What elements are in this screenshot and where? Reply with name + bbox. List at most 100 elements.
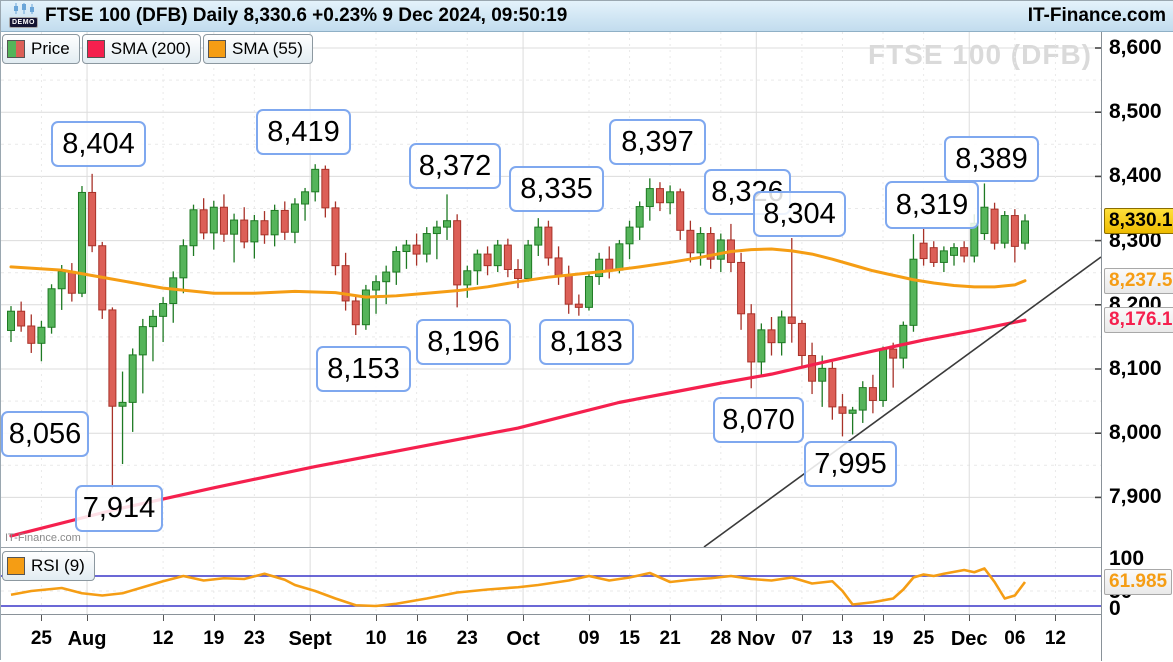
price-callout[interactable]: 8,419 (256, 109, 351, 155)
candle-body (199, 209, 208, 234)
candle-body (990, 208, 999, 244)
rsi-line (10, 567, 1027, 608)
legend-rsi-label: RSI (9) (31, 556, 85, 575)
candle-body (443, 220, 452, 228)
price-callout[interactable]: 8,183 (539, 319, 634, 365)
candle-body (716, 239, 725, 260)
x-tick-mark (756, 615, 758, 621)
candle-body (899, 324, 908, 359)
legend-price-label: Price (31, 39, 70, 58)
candle-body (595, 258, 604, 278)
x-date-label: 07 (791, 628, 813, 649)
time-axis[interactable]: 25 Aug 12 19 23 Sept 10 16 23 Oct 09 15 21 28 Nov 07 13 1… (1, 614, 1101, 662)
chart-title: FTSE 100 (DFB) Daily 8,330.6 +0.23% 9 De… (45, 5, 568, 26)
x-tick-mark (87, 615, 89, 621)
candle-body (280, 209, 289, 233)
price-callout[interactable]: 8,196 (416, 319, 511, 365)
x-tick-mark (720, 615, 722, 621)
candle-body (17, 310, 26, 327)
price-callout[interactable]: 8,319 (885, 181, 979, 229)
candle-body (706, 233, 715, 260)
candle-body (138, 326, 147, 356)
x-tick-mark (163, 615, 165, 621)
candle-body (514, 268, 522, 279)
x-date-label: 19 (872, 628, 894, 649)
candle-body (341, 265, 350, 302)
price-callout[interactable]: 7,914 (75, 485, 163, 532)
legend-rsi-chip[interactable]: RSI (9) (2, 551, 95, 581)
candle-body (7, 310, 15, 331)
candle-body (128, 354, 137, 403)
candle-body (808, 355, 817, 382)
price-tick-label: 8,100 (1109, 357, 1162, 380)
rsi-tick-label: 100 (1109, 547, 1145, 570)
candle-body (574, 303, 583, 308)
x-date-label: 21 (659, 628, 681, 649)
candle-body (980, 206, 989, 235)
x-date-label: 06 (1004, 628, 1026, 649)
x-tick-mark (310, 615, 312, 621)
price-callout[interactable]: 8,070 (713, 397, 804, 443)
candle-body (88, 191, 97, 247)
candle-body (666, 191, 675, 204)
candle-body (67, 270, 76, 294)
candle-body (270, 209, 279, 236)
x-month-label: Nov (737, 628, 776, 650)
price-tick-label: 8,300 (1109, 228, 1162, 252)
candle-body (412, 244, 421, 255)
sma55-line (9, 247, 1027, 299)
legend-price-chip[interactable]: Price (2, 34, 80, 64)
price-callout[interactable]: 8,153 (316, 346, 411, 392)
sma200-swatch-icon (86, 40, 105, 58)
price-callout[interactable]: 7,995 (804, 441, 897, 487)
candle-body (797, 322, 806, 357)
price-callout[interactable]: 8,335 (509, 166, 604, 212)
x-tick-mark (1014, 615, 1016, 621)
price-callout[interactable]: 8,397 (609, 119, 706, 165)
x-date-label: 19 (203, 628, 225, 649)
x-tick-mark (923, 615, 925, 621)
candle-body (868, 387, 877, 401)
legend: Price SMA (200) SMA (55) (2, 34, 315, 64)
candle-body (382, 271, 391, 283)
legend-sma55-chip[interactable]: SMA (55) (203, 34, 313, 64)
x-date-label: 13 (831, 628, 854, 649)
chart-watermark: FTSE 100 (DFB) (867, 39, 1092, 70)
candle-body (473, 253, 482, 272)
x-date-label: 09 (578, 628, 600, 649)
candle-body (737, 261, 746, 315)
x-tick-mark (254, 615, 256, 621)
brand-link[interactable]: IT-Finance.com (1027, 5, 1166, 26)
candle-body (219, 206, 228, 235)
candle-body (615, 243, 624, 271)
candle-body (483, 253, 492, 267)
candle-body (747, 313, 756, 363)
candle-body (696, 233, 705, 254)
x-date-label: 25 (913, 628, 935, 649)
x-month-label: Dec (950, 628, 988, 650)
demo-logo-icon: DEMO (9, 3, 39, 29)
candle-body (787, 316, 796, 324)
candle-body (544, 226, 553, 259)
price-callout[interactable]: 8,372 (409, 143, 501, 189)
price-callout[interactable]: 8,056 (1, 411, 89, 457)
candle-body (503, 244, 512, 270)
candle-body (493, 244, 502, 267)
legend-sma55-label: SMA (55) (232, 39, 303, 58)
candle-body (159, 303, 168, 317)
candle-body (686, 229, 695, 254)
title-bar: DEMO FTSE 100 (DFB) Daily 8,330.6 +0.23%… (1, 1, 1173, 32)
candle-body (118, 401, 127, 407)
candle-body (148, 315, 157, 328)
sma55-value-badge: 8,237.5 (1104, 267, 1173, 294)
price-callout[interactable]: 8,389 (944, 136, 1039, 182)
rsi-panel (1, 549, 1101, 614)
price-axis[interactable]: 8,600 8,500 8,400 8,300 8,200 8,100 8,000 7,900… (1101, 32, 1173, 661)
price-callout[interactable]: 8,304 (753, 191, 846, 237)
legend-sma200-chip[interactable]: SMA (200) (81, 34, 202, 64)
price-callout[interactable]: 8,404 (51, 121, 146, 167)
candle-body (240, 219, 249, 243)
x-tick-mark (213, 615, 215, 621)
candle-body (909, 258, 918, 326)
